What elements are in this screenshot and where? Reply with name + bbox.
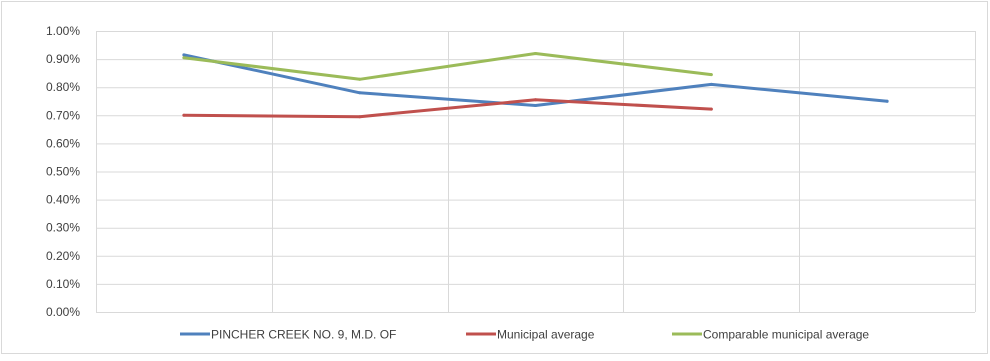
y-tick-label: 0.10%	[46, 277, 80, 291]
series-point	[534, 98, 537, 102]
y-tick-label: 1.00%	[46, 24, 80, 38]
series-line-2	[182, 52, 713, 81]
series-point	[182, 56, 186, 60]
series-point	[534, 52, 537, 55]
series-point	[182, 53, 186, 57]
y-tick-label: 0.60%	[46, 136, 80, 150]
y-tick-label: 0.80%	[46, 80, 80, 94]
series-point	[885, 99, 889, 103]
series-point	[709, 82, 713, 86]
series-point	[358, 91, 362, 95]
y-tick-label: 0.20%	[46, 249, 80, 263]
y-tick-label: 0.70%	[46, 108, 80, 122]
series-point	[358, 77, 362, 81]
legend-label: Municipal average	[497, 328, 595, 342]
y-tick-label: 0.00%	[46, 305, 80, 319]
y-tick-label: 0.30%	[46, 221, 80, 235]
series-line-1	[182, 98, 713, 119]
chart-border	[1, 1, 988, 354]
series-point	[709, 73, 713, 77]
y-tick-label: 0.40%	[46, 193, 80, 207]
series-point	[358, 115, 362, 119]
y-tick-label: 0.50%	[46, 165, 80, 179]
series-point	[534, 104, 537, 107]
series-point	[182, 113, 186, 117]
y-tick-label: 0.90%	[46, 52, 80, 66]
legend-label: PINCHER CREEK NO. 9, M.D. OF	[211, 328, 396, 342]
legend-label: Comparable municipal average	[703, 328, 869, 342]
series-point	[709, 107, 713, 111]
